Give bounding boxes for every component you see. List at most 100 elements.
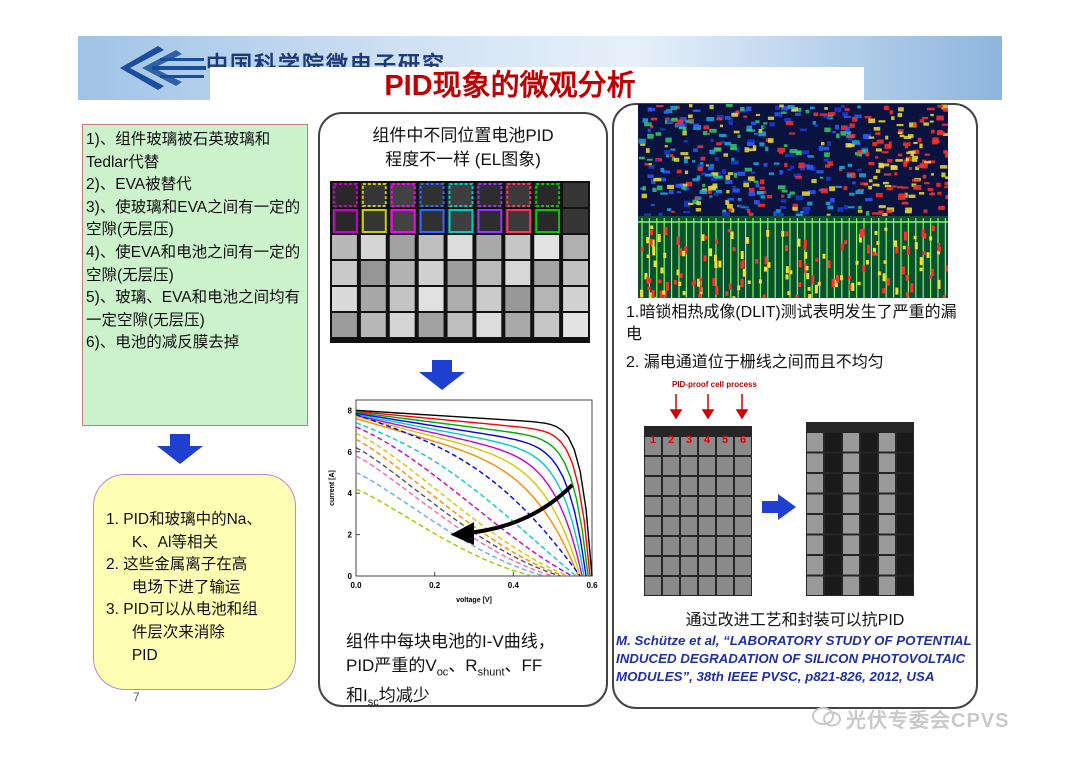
dlit-spot <box>698 293 702 298</box>
trend-arrow <box>462 483 574 536</box>
dlit-spot <box>842 112 849 117</box>
module-cell <box>717 497 733 515</box>
el-cell-frame <box>419 183 445 207</box>
dlit-spot <box>802 206 811 211</box>
dlit-spot <box>941 172 946 178</box>
dlit-spot <box>799 128 808 132</box>
dlit-spot <box>886 209 893 214</box>
dlit-spot <box>753 162 759 166</box>
module-cell <box>879 576 895 595</box>
dlit-spot <box>763 124 767 129</box>
dlit-spot <box>676 269 680 276</box>
dlit-spot <box>701 234 705 241</box>
dlit-spot <box>930 113 934 117</box>
dlit-spot <box>716 114 724 120</box>
el-cell <box>418 287 444 311</box>
dlit-spot <box>852 181 856 185</box>
dlit-spot <box>679 117 687 122</box>
dlit-spot <box>748 191 756 197</box>
dlit-spot <box>876 139 884 144</box>
dlit-spot <box>945 176 948 179</box>
module-cell <box>861 474 877 493</box>
dlit-spot <box>857 209 863 213</box>
reference: M. Schütze et al, “LABORATORY STUDY OF P… <box>616 633 972 684</box>
dlit-spot <box>913 141 918 145</box>
dlit-spot <box>837 207 844 212</box>
dlit-spot <box>841 125 848 130</box>
dlit-spot <box>655 159 659 163</box>
dlit-spot <box>937 191 942 195</box>
module-cell <box>807 453 823 472</box>
dlit-spot <box>888 144 892 149</box>
dlit-spot <box>684 170 689 175</box>
dlit-spot <box>651 239 655 247</box>
iv-curve-solid <box>355 417 579 577</box>
dlit-spot <box>768 172 775 175</box>
dlit-spot <box>824 107 828 110</box>
dlit-spot <box>650 204 655 207</box>
el-cell <box>505 183 531 207</box>
dlit-spot <box>688 114 693 118</box>
dlit-text: 1.暗锁相热成像(DLIT)测试表明发生了严重的漏电 <box>626 304 957 343</box>
el-cell <box>360 235 386 259</box>
dlit-spot <box>724 141 732 146</box>
dlit-spot <box>825 201 831 205</box>
dlit-spot <box>708 185 716 191</box>
dlit-spot <box>648 163 652 167</box>
dlit-spot <box>667 184 675 190</box>
dlit-spot <box>881 151 889 154</box>
dlit-spot <box>767 116 775 120</box>
dlit-spot <box>896 186 903 189</box>
el-cell <box>563 235 588 259</box>
dlit-spot <box>644 163 652 166</box>
dlit-spot <box>652 246 656 256</box>
dlit-spot <box>781 194 785 198</box>
module-cell <box>807 433 823 452</box>
iv-curve-solid <box>355 413 585 577</box>
module-cell <box>699 537 715 555</box>
dlit-spot <box>789 270 793 275</box>
dlit-spot <box>727 197 734 201</box>
module-cell <box>897 556 913 575</box>
dlit-spot <box>936 115 944 121</box>
dlit-spot <box>924 153 930 156</box>
module-cell <box>843 494 859 513</box>
dlit-spot <box>684 156 690 159</box>
dlit-spot <box>798 165 805 169</box>
module-cell <box>681 457 697 475</box>
dlit-spot <box>883 173 892 176</box>
dlit-spot <box>783 144 788 148</box>
module-cell <box>861 535 877 554</box>
dlit-spot <box>923 160 931 164</box>
module-cell <box>807 535 823 554</box>
dlit-spot <box>676 124 685 127</box>
dlit-spot <box>747 176 755 182</box>
dlit-spot <box>638 138 646 144</box>
dlit-spot <box>889 110 894 115</box>
dlit-spot <box>714 239 718 245</box>
dlit-spot <box>791 107 798 112</box>
dlit-spot <box>685 181 693 187</box>
leak-text: 2. 漏电通道位于栅线之间而且不均匀 <box>626 354 884 371</box>
institute-logo-icon <box>120 46 206 90</box>
dlit-spot <box>693 123 699 127</box>
dlit-spot <box>655 132 662 136</box>
dlit-spot <box>646 237 650 244</box>
cell-number: 5 <box>722 434 728 446</box>
dlit-spot <box>861 228 865 236</box>
dlit-spot <box>743 180 751 183</box>
dlit-spot <box>846 174 853 178</box>
module-cell <box>663 497 679 515</box>
dlit-spot <box>872 183 879 187</box>
el-cell <box>505 287 531 311</box>
dlit-spot <box>763 266 767 272</box>
dlit-spot <box>760 125 765 130</box>
el-cell <box>360 313 386 337</box>
dlit-spot <box>884 227 888 231</box>
cell-number: 4 <box>704 434 711 446</box>
dlit-spot <box>839 165 845 170</box>
dlit-spot <box>716 117 723 121</box>
dlit-spot <box>850 173 856 178</box>
dlit-spot <box>743 182 750 188</box>
dlit-spot <box>930 129 935 134</box>
